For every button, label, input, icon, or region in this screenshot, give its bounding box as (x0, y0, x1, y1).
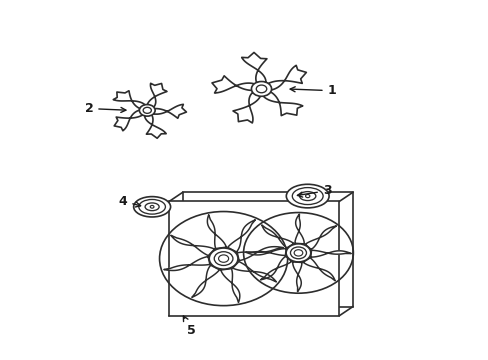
Polygon shape (183, 192, 352, 307)
Polygon shape (310, 250, 350, 257)
Ellipse shape (299, 192, 315, 201)
Circle shape (285, 244, 310, 262)
Text: 2: 2 (84, 102, 125, 115)
Polygon shape (261, 225, 293, 248)
Circle shape (305, 194, 309, 198)
Polygon shape (305, 226, 336, 249)
Polygon shape (260, 256, 291, 280)
Polygon shape (207, 215, 226, 248)
Polygon shape (153, 104, 186, 118)
Circle shape (150, 206, 154, 208)
Polygon shape (268, 66, 306, 90)
Polygon shape (232, 262, 276, 282)
Polygon shape (170, 235, 214, 256)
Circle shape (214, 252, 232, 265)
Ellipse shape (286, 184, 328, 208)
Polygon shape (245, 249, 285, 256)
Circle shape (139, 104, 155, 116)
Polygon shape (163, 257, 209, 270)
Polygon shape (147, 83, 166, 107)
Text: 4: 4 (118, 195, 141, 208)
Circle shape (294, 250, 302, 256)
Polygon shape (227, 220, 255, 252)
Circle shape (290, 247, 306, 259)
Circle shape (209, 248, 238, 269)
Polygon shape (221, 269, 239, 302)
Polygon shape (294, 214, 304, 244)
Polygon shape (113, 91, 145, 108)
Polygon shape (212, 76, 254, 93)
Polygon shape (169, 202, 339, 316)
Polygon shape (144, 115, 166, 138)
Polygon shape (237, 247, 283, 261)
Text: 1: 1 (289, 84, 336, 97)
Circle shape (251, 81, 271, 96)
Ellipse shape (292, 188, 323, 204)
Polygon shape (191, 265, 219, 297)
Polygon shape (241, 53, 266, 82)
Text: 3: 3 (297, 184, 331, 197)
Ellipse shape (133, 197, 170, 217)
Polygon shape (263, 92, 302, 116)
Circle shape (218, 255, 228, 262)
Polygon shape (233, 93, 260, 123)
Polygon shape (114, 110, 142, 131)
Ellipse shape (139, 199, 165, 214)
Polygon shape (303, 258, 334, 281)
Text: 5: 5 (183, 316, 195, 337)
Ellipse shape (145, 203, 159, 211)
Polygon shape (292, 262, 302, 292)
